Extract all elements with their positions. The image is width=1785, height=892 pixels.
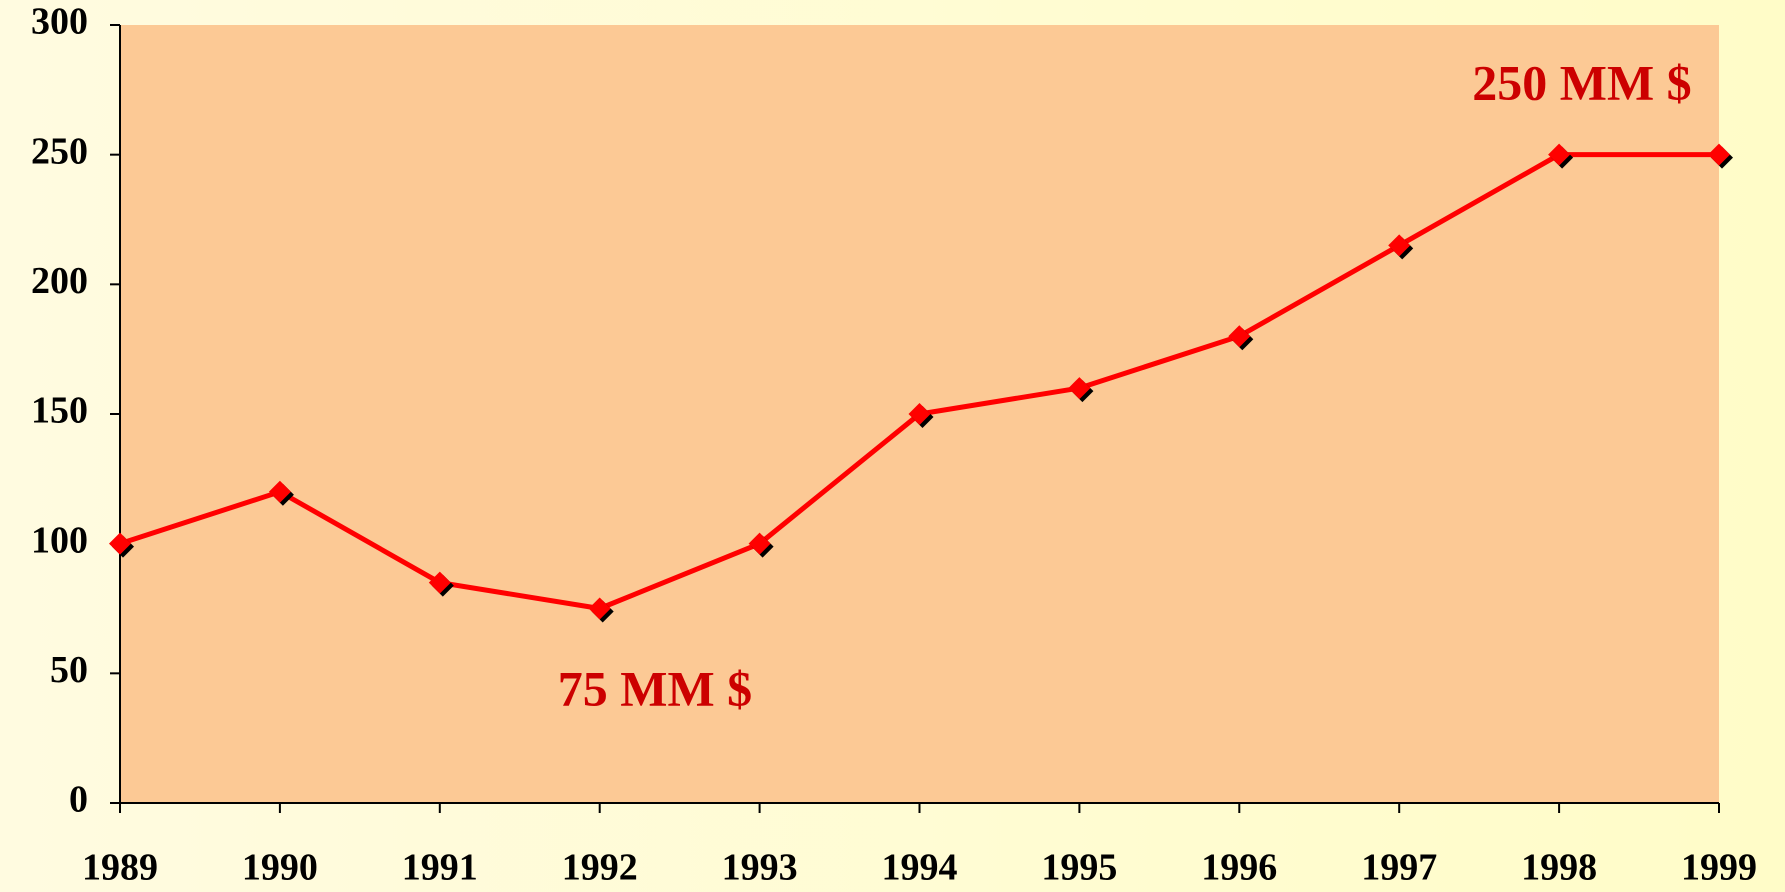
x-tick-label: 1996: [1201, 847, 1277, 889]
annotation: 75 MM $: [558, 660, 752, 716]
y-tick-label: 0: [69, 779, 88, 821]
x-tick-label: 1995: [1041, 847, 1117, 889]
y-tick-label: 100: [31, 519, 88, 561]
x-tick-label: 1997: [1361, 847, 1437, 889]
marker: [428, 571, 451, 594]
y-tick-label: 150: [31, 390, 88, 432]
x-tick-label: 1989: [82, 847, 158, 889]
marker: [908, 403, 931, 425]
marker: [1068, 377, 1091, 400]
x-tick-label: 1998: [1521, 847, 1597, 889]
marker: [109, 532, 131, 555]
y-tick-label: 300: [31, 1, 88, 43]
marker: [748, 532, 771, 555]
x-tick-label: 1992: [562, 847, 638, 889]
marker: [1708, 143, 1730, 166]
annotation: 250 MM $: [1472, 54, 1691, 110]
y-tick-label: 200: [31, 260, 88, 302]
x-tick-label: 1999: [1681, 847, 1757, 889]
x-tick-label: 1991: [402, 847, 478, 889]
y-tick-label: 250: [31, 130, 88, 172]
marker: [1388, 234, 1411, 257]
x-tick-label: 1994: [882, 847, 958, 889]
marker: [268, 480, 291, 503]
x-tick-label: 1990: [242, 847, 318, 889]
marker: [1548, 143, 1571, 166]
marker: [588, 597, 611, 620]
marker: [1228, 325, 1251, 348]
x-tick-label: 1993: [722, 847, 798, 889]
y-tick-label: 50: [50, 649, 88, 691]
